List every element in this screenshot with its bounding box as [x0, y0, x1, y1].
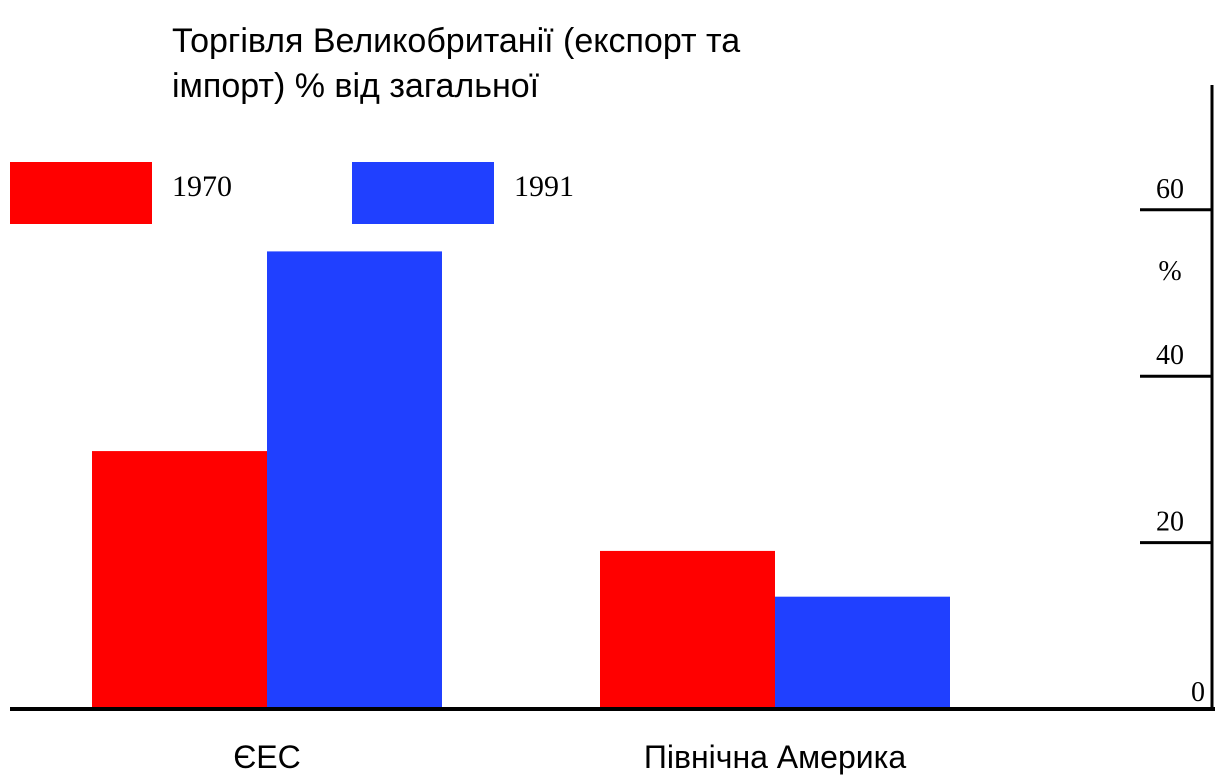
chart-title: імпорт) % від загальної: [172, 67, 540, 105]
bar: [267, 251, 442, 709]
x-tick-label: Північна Америка: [644, 739, 906, 775]
y-tick-label: 60: [1156, 174, 1184, 205]
y-axis-label: %: [1158, 256, 1181, 287]
y-tick-label: 0: [1191, 677, 1205, 708]
legend-label: 1970: [172, 170, 232, 203]
y-tick-label: 20: [1156, 507, 1184, 538]
legend-swatch: [352, 162, 494, 224]
y-tick-label: 40: [1156, 340, 1184, 371]
legend-label: 1991: [514, 170, 574, 203]
bar: [775, 596, 950, 709]
bar: [600, 550, 775, 709]
chart-title: Торгівля Великобританії (експорт та: [172, 22, 740, 60]
x-tick-label: ЄЕС: [233, 739, 300, 775]
legend-swatch: [10, 162, 152, 224]
bar: [92, 451, 267, 709]
